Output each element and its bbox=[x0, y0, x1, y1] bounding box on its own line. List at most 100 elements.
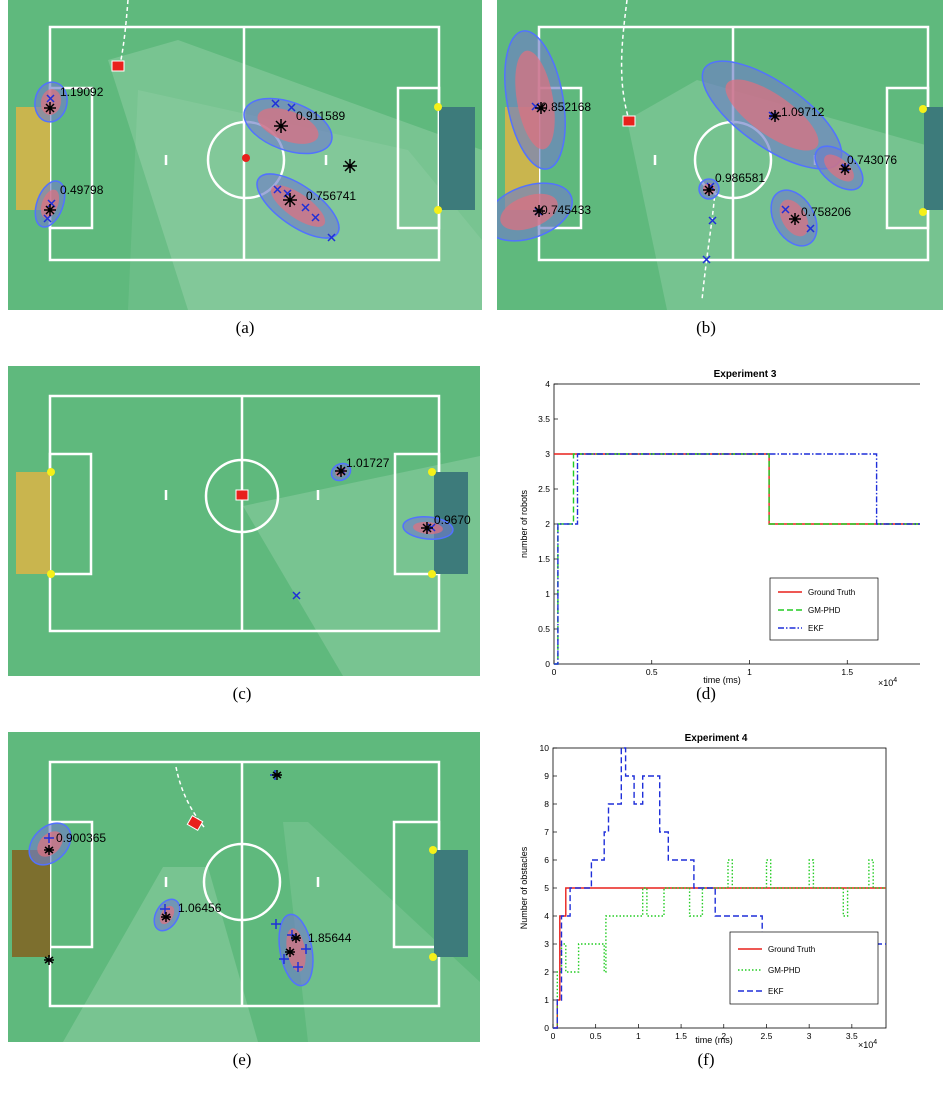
weight-label: 0.852168 bbox=[541, 100, 591, 114]
legend-entry: EKF bbox=[808, 624, 824, 633]
x-tick-label: 1.5 bbox=[675, 1031, 687, 1041]
goal-left bbox=[12, 850, 50, 957]
goal-post bbox=[47, 570, 55, 578]
y-tick-label: 2 bbox=[544, 967, 549, 977]
weight-label: 1.09712 bbox=[781, 105, 825, 119]
caption-e: (e) bbox=[232, 1050, 252, 1069]
legend: Ground Truth GM-PHD EKF bbox=[769, 577, 879, 641]
y-axis-label: number of robots bbox=[519, 489, 529, 558]
goal-post bbox=[429, 953, 437, 961]
y-axis-label: Number of obstacles bbox=[519, 846, 529, 929]
robot-marker bbox=[235, 489, 249, 501]
y-tick-label: 4 bbox=[545, 379, 550, 389]
weight-label: 0.49798 bbox=[60, 183, 104, 197]
goal-post bbox=[428, 570, 436, 578]
x-tick-label: 2 bbox=[721, 1031, 726, 1041]
camera-view bbox=[108, 40, 482, 310]
legend: Ground Truth GM-PHD EKF bbox=[729, 931, 879, 1005]
goal-post bbox=[47, 468, 55, 476]
weight-label: 0.745433 bbox=[541, 203, 591, 217]
robot-path bbox=[175, 766, 205, 828]
caption-f: (f) bbox=[697, 1050, 715, 1069]
goal-right bbox=[434, 850, 468, 957]
goal-post bbox=[434, 103, 442, 111]
field-background bbox=[8, 732, 480, 1042]
caption-c: (c) bbox=[232, 684, 252, 703]
x-exponent: ×104 bbox=[878, 677, 897, 686]
y-tick-label: 2 bbox=[545, 519, 550, 529]
x-tick-label: 3.5 bbox=[846, 1031, 858, 1041]
field-panel-b: 0.852168 0.745433 1.09712 0.743076 0.986… bbox=[497, 0, 943, 310]
y-tick-label: 3 bbox=[545, 449, 550, 459]
x-tick-label: 2.5 bbox=[761, 1031, 773, 1041]
robot-path bbox=[701, 189, 716, 301]
y-tick-label: 1.5 bbox=[538, 554, 550, 564]
y-tick-label: 6 bbox=[544, 855, 549, 865]
x-tick-label: 0.5 bbox=[590, 1031, 602, 1041]
goal-left bbox=[16, 472, 50, 574]
gaussian-1 bbox=[504, 30, 566, 170]
series-line-ekf bbox=[554, 453, 920, 665]
goal-right bbox=[439, 107, 475, 210]
y-tick-label: 0 bbox=[545, 659, 550, 669]
weight-label: 0.758206 bbox=[801, 205, 851, 219]
robot-path bbox=[620, 0, 630, 121]
gaussian-4 bbox=[814, 145, 864, 191]
x-tick-label: 1 bbox=[747, 667, 752, 677]
y-tick-label: 2.5 bbox=[538, 484, 550, 494]
x-tick-label: 1.5 bbox=[841, 667, 853, 677]
goal-post bbox=[919, 105, 927, 113]
legend-entry: Ground Truth bbox=[808, 588, 855, 597]
weight-label: 1.85644 bbox=[308, 931, 352, 945]
field-background bbox=[8, 366, 480, 676]
goal-post bbox=[434, 206, 442, 214]
goal-post bbox=[428, 468, 436, 476]
caption-b: (b) bbox=[696, 318, 716, 337]
x-tick-label: 0 bbox=[551, 1031, 556, 1041]
legend-entry: GM-PHD bbox=[768, 966, 801, 975]
estimate-markers bbox=[335, 465, 433, 534]
x-exponent: ×104 bbox=[858, 1039, 877, 1050]
y-tick-label: 7 bbox=[544, 827, 549, 837]
weight-label: 0.986581 bbox=[715, 171, 765, 185]
gaussian-3 bbox=[278, 913, 314, 987]
y-tick-label: 0 bbox=[544, 1023, 549, 1033]
estimate-markers bbox=[533, 102, 851, 225]
y-tick-label: 5 bbox=[544, 883, 549, 893]
weight-label: 0.9670 bbox=[434, 513, 471, 527]
legend-entry: Ground Truth bbox=[768, 945, 815, 954]
camera-view bbox=[243, 456, 480, 676]
weight-label: 1.19092 bbox=[60, 85, 104, 99]
y-tick-label: 0.5 bbox=[538, 624, 550, 634]
estimate-markers bbox=[44, 770, 301, 965]
measurement-markers bbox=[43, 94, 336, 242]
legend-entry: EKF bbox=[768, 987, 784, 996]
x-tick-label: 3 bbox=[807, 1031, 812, 1041]
y-tick-label: 1 bbox=[544, 995, 549, 1005]
robot-marker bbox=[186, 814, 204, 832]
legend-entry: GM-PHD bbox=[808, 606, 841, 615]
field-background bbox=[497, 0, 943, 310]
goal-post bbox=[429, 846, 437, 854]
robot-marker bbox=[622, 115, 636, 127]
ball bbox=[242, 154, 250, 162]
field-panel-e: 0.900365 1.06456 1.85644 bbox=[8, 732, 480, 1042]
caption-a: (a) bbox=[235, 318, 255, 337]
caption-d: (d) bbox=[696, 684, 716, 703]
chart-experiment-3: Experiment 3 00.511.522.533.5400.511.52 … bbox=[519, 369, 920, 686]
gaussian-2 bbox=[497, 182, 573, 242]
y-tick-label: 9 bbox=[544, 771, 549, 781]
estimate-markers bbox=[44, 102, 357, 216]
series-line-ground-truth bbox=[553, 887, 886, 1029]
series-line-ekf bbox=[553, 747, 886, 1029]
goal-right bbox=[924, 107, 943, 210]
chart-title: Experiment 3 bbox=[714, 369, 777, 380]
gaussian-1 bbox=[28, 822, 72, 866]
weight-label: 0.900365 bbox=[56, 831, 106, 845]
weight-label: 1.06456 bbox=[178, 901, 222, 915]
y-tick-label: 3 bbox=[544, 939, 549, 949]
weight-label: 0.743076 bbox=[847, 153, 897, 167]
y-tick-label: 8 bbox=[544, 799, 549, 809]
robot-path bbox=[119, 0, 129, 66]
y-tick-label: 3.5 bbox=[538, 414, 550, 424]
